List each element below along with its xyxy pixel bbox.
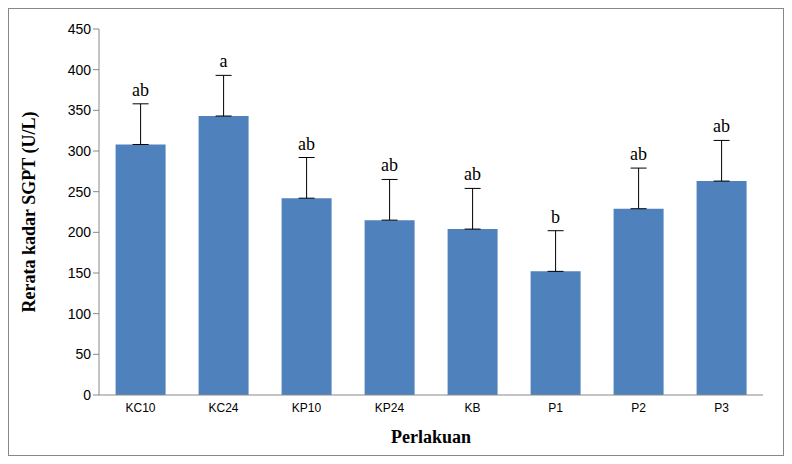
svg-text:0: 0 bbox=[83, 387, 91, 403]
svg-text:250: 250 bbox=[68, 184, 92, 200]
svg-text:100: 100 bbox=[68, 306, 92, 322]
svg-text:P3: P3 bbox=[714, 401, 729, 415]
svg-text:ab: ab bbox=[464, 164, 481, 184]
svg-text:KP10: KP10 bbox=[292, 401, 322, 415]
svg-text:50: 50 bbox=[75, 346, 91, 362]
svg-text:Rerata kadar SGPT (U/L): Rerata kadar SGPT (U/L) bbox=[19, 112, 40, 313]
svg-text:400: 400 bbox=[68, 62, 92, 78]
svg-text:ab: ab bbox=[713, 116, 730, 136]
svg-text:P2: P2 bbox=[631, 401, 646, 415]
svg-text:P1: P1 bbox=[548, 401, 563, 415]
svg-text:350: 350 bbox=[68, 102, 92, 118]
svg-text:b: b bbox=[551, 207, 560, 227]
svg-text:150: 150 bbox=[68, 265, 92, 281]
svg-text:KP24: KP24 bbox=[375, 401, 405, 415]
svg-text:300: 300 bbox=[68, 143, 92, 159]
svg-text:a: a bbox=[220, 51, 228, 71]
svg-text:KC10: KC10 bbox=[125, 401, 155, 415]
svg-text:ab: ab bbox=[381, 155, 398, 175]
svg-text:450: 450 bbox=[68, 21, 92, 37]
svg-text:KB: KB bbox=[464, 401, 480, 415]
svg-text:Perlakuan: Perlakuan bbox=[391, 427, 471, 447]
svg-text:KC24: KC24 bbox=[208, 401, 238, 415]
svg-text:200: 200 bbox=[68, 224, 92, 240]
svg-text:ab: ab bbox=[298, 134, 315, 154]
svg-text:ab: ab bbox=[630, 144, 647, 164]
svg-text:ab: ab bbox=[132, 80, 149, 100]
